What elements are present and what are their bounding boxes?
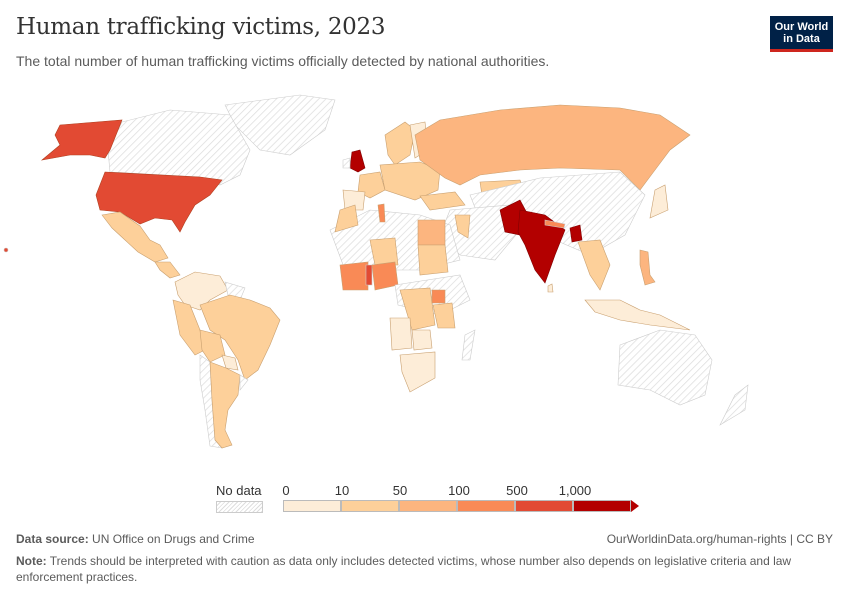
legend-bin-0-10[interactable] xyxy=(283,500,341,512)
source-url[interactable]: OurWorldinData.org/human-rights | CC BY xyxy=(606,532,833,546)
south-africa[interactable] xyxy=(399,351,436,393)
world-map[interactable] xyxy=(0,88,850,478)
myanmar-thailand[interactable] xyxy=(577,239,611,291)
scandinavia[interactable] xyxy=(384,121,416,166)
chart-title: Human trafficking victims, 2023 xyxy=(16,14,386,40)
angola[interactable] xyxy=(389,317,413,351)
owid-logo[interactable]: Our World in Data xyxy=(770,16,833,52)
australia[interactable] xyxy=(617,329,713,406)
tunisia[interactable] xyxy=(377,203,386,223)
new-zealand[interactable] xyxy=(719,384,749,426)
colombia-venezuela[interactable] xyxy=(174,271,229,311)
saudi-arabia[interactable] xyxy=(454,214,471,239)
india[interactable] xyxy=(517,209,566,284)
legend-tick: 50 xyxy=(392,483,408,498)
indonesia[interactable] xyxy=(584,299,691,331)
legend-tick: 100 xyxy=(448,483,470,498)
france[interactable] xyxy=(357,171,386,199)
mali-niger[interactable] xyxy=(369,237,399,266)
dr-congo[interactable] xyxy=(399,287,436,331)
logo-line-1: Our World xyxy=(774,20,829,33)
logo-line-2: in Data xyxy=(783,32,820,45)
united-kingdom[interactable] xyxy=(349,149,366,173)
ghana-west-africa[interactable] xyxy=(339,261,369,291)
legend-tick: 1,000 xyxy=(558,483,592,498)
color-legend: No data 0 10 50 100 500 1,000 xyxy=(210,483,650,519)
bolivia[interactable] xyxy=(199,329,226,363)
note-label: Note: xyxy=(16,554,47,568)
argentina[interactable] xyxy=(209,361,241,449)
nigeria[interactable] xyxy=(371,261,399,291)
legend-bin-1000-plus[interactable] xyxy=(573,500,631,512)
morocco[interactable] xyxy=(334,204,359,233)
legend-bin-100-500[interactable] xyxy=(457,500,515,512)
canada[interactable] xyxy=(107,109,251,186)
alaska[interactable] xyxy=(40,119,123,161)
united-states[interactable] xyxy=(95,171,223,233)
zambia[interactable] xyxy=(411,329,433,351)
legend-bin-50-100[interactable] xyxy=(399,500,457,512)
no-data-swatch[interactable] xyxy=(216,501,263,513)
egypt[interactable] xyxy=(417,219,446,246)
greenland[interactable] xyxy=(224,94,336,156)
japan[interactable] xyxy=(649,184,669,219)
paraguay[interactable] xyxy=(221,354,239,371)
source-text[interactable]: UN Office on Drugs and Crime xyxy=(92,532,255,546)
brazil[interactable] xyxy=(199,294,281,381)
spain[interactable] xyxy=(342,189,366,211)
nepal[interactable] xyxy=(544,219,566,229)
note-text: Trends should be interpreted with cautio… xyxy=(16,554,792,584)
russia[interactable] xyxy=(414,104,691,191)
data-source: Data source: UN Office on Drugs and Crim… xyxy=(16,532,255,546)
source-label: Data source: xyxy=(16,532,89,546)
legend-bins xyxy=(283,500,639,514)
footnote: Note: Trends should be interpreted with … xyxy=(16,553,816,585)
legend-tick: 0 xyxy=(282,483,290,498)
legend-bin-10-50[interactable] xyxy=(341,500,399,512)
sri-lanka[interactable] xyxy=(547,283,554,293)
ireland[interactable] xyxy=(342,157,351,169)
central-europe[interactable] xyxy=(379,161,441,201)
chart-subtitle: The total number of human trafficking vi… xyxy=(16,53,550,69)
benin[interactable] xyxy=(365,264,373,286)
uganda[interactable] xyxy=(431,289,446,304)
no-data-label: No data xyxy=(216,483,262,498)
uruguay[interactable] xyxy=(239,374,249,391)
bangladesh[interactable] xyxy=(569,224,583,243)
sudan[interactable] xyxy=(417,244,449,276)
philippines[interactable] xyxy=(639,249,656,286)
tanzania[interactable] xyxy=(432,302,456,329)
central-america[interactable] xyxy=(154,261,181,279)
mexico[interactable] xyxy=(101,211,169,263)
turkey[interactable] xyxy=(419,191,466,211)
hawaii[interactable] xyxy=(3,247,9,253)
legend-tick: 500 xyxy=(506,483,528,498)
madagascar[interactable] xyxy=(461,329,476,361)
legend-tick: 10 xyxy=(334,483,350,498)
legend-bin-500-1000[interactable] xyxy=(515,500,573,512)
legend-arrow-icon xyxy=(631,500,639,512)
